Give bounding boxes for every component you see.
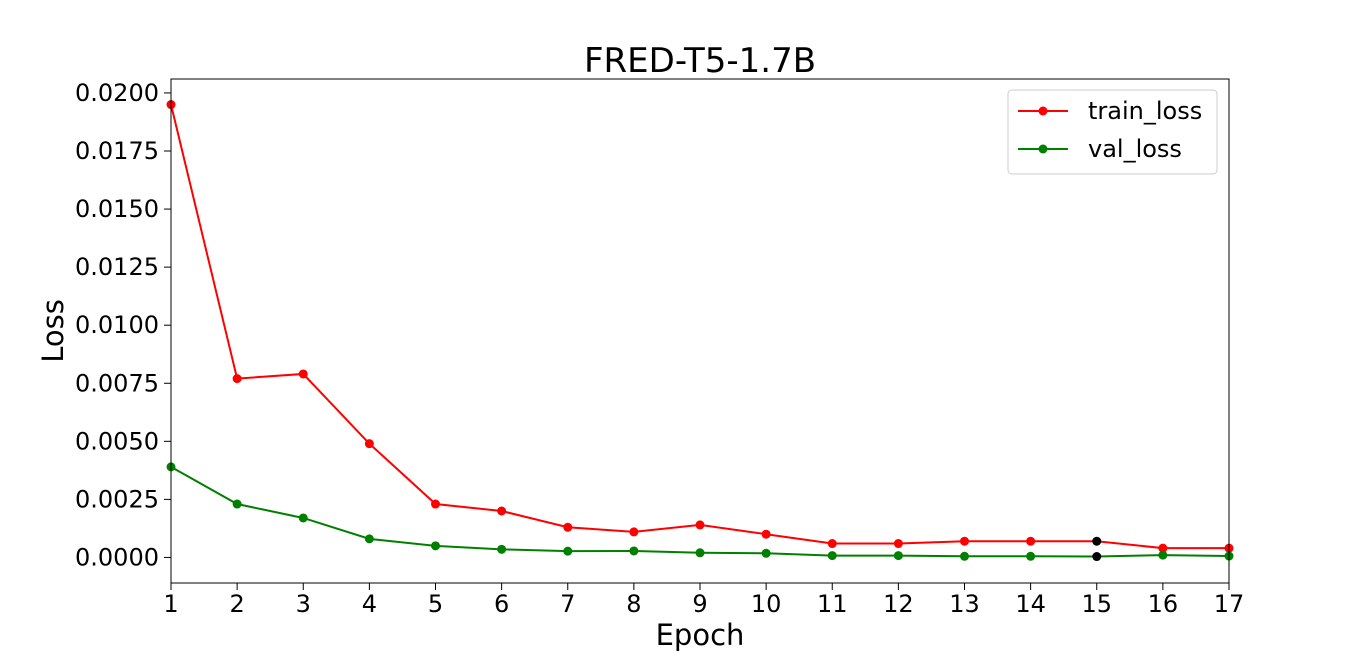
data-point bbox=[364, 534, 374, 544]
series-line bbox=[170, 465, 1230, 558]
data-point bbox=[431, 541, 440, 551]
data-point bbox=[893, 539, 903, 549]
data-point bbox=[960, 536, 969, 546]
legend-swatch-marker bbox=[1038, 106, 1048, 116]
data-point bbox=[1026, 536, 1036, 546]
x-tick-label: 11 bbox=[817, 590, 848, 618]
plot-frame bbox=[170, 78, 1230, 584]
data-point bbox=[563, 546, 573, 556]
data-point bbox=[1092, 552, 1102, 562]
data-point bbox=[431, 499, 440, 509]
data-point bbox=[497, 506, 507, 516]
x-axis-label: Epoch bbox=[656, 618, 745, 652]
legend-label: val_loss bbox=[1088, 135, 1182, 163]
data-point bbox=[497, 544, 507, 554]
data-point bbox=[232, 374, 242, 384]
x-tick-label: 8 bbox=[626, 590, 641, 618]
data-point bbox=[827, 539, 837, 549]
y-tick-label: 0.0000 bbox=[75, 543, 159, 571]
y-axis-ticks: 0.0000 0.0025 0.0050 0.0075 0.0100 0.0125 0.01… bbox=[75, 79, 171, 571]
data-point bbox=[695, 520, 705, 530]
data-point bbox=[298, 369, 308, 379]
series-layer bbox=[166, 100, 1234, 562]
chart-title: FRED-T5-1.7B bbox=[584, 41, 816, 81]
x-tick-label: 13 bbox=[949, 590, 980, 618]
x-tick-label: 17 bbox=[1214, 590, 1245, 618]
x-tick-label: 3 bbox=[296, 590, 311, 618]
data-point bbox=[827, 551, 837, 561]
series-val-loss bbox=[166, 462, 1234, 562]
x-tick-label: 2 bbox=[229, 590, 244, 618]
series-train-loss bbox=[166, 100, 1234, 553]
data-point bbox=[1158, 550, 1168, 560]
y-tick-label: 0.0025 bbox=[75, 485, 159, 513]
data-point bbox=[761, 529, 771, 539]
x-tick-label: 1 bbox=[163, 590, 178, 618]
data-point bbox=[629, 527, 639, 537]
data-point bbox=[1158, 543, 1168, 553]
data-point bbox=[563, 522, 573, 532]
x-tick-label: 12 bbox=[883, 590, 914, 618]
data-point bbox=[695, 548, 705, 558]
y-tick-label: 0.0175 bbox=[75, 137, 159, 165]
data-point bbox=[1026, 551, 1036, 561]
legend-label: train_loss bbox=[1088, 97, 1202, 125]
y-tick-label: 0.0200 bbox=[75, 79, 159, 107]
x-tick-label: 4 bbox=[362, 590, 377, 618]
x-axis-ticks: 1 2 3 4 5 6 7 8 9 10 11 12 13 14 15 16 17 bbox=[163, 583, 1244, 618]
data-point bbox=[1092, 536, 1102, 546]
y-tick-label: 0.0100 bbox=[75, 311, 159, 339]
data-point bbox=[629, 546, 639, 556]
legend-item: val_loss bbox=[1018, 135, 1182, 163]
data-point bbox=[761, 548, 771, 558]
y-tick-label: 0.0075 bbox=[75, 369, 159, 397]
x-tick-label: 9 bbox=[692, 590, 707, 618]
y-tick-label: 0.0150 bbox=[75, 195, 159, 223]
x-tick-label: 10 bbox=[751, 590, 782, 618]
legend-item: train_loss bbox=[1018, 97, 1202, 125]
data-point bbox=[364, 439, 374, 449]
data-point bbox=[960, 551, 969, 561]
legend-swatch-marker bbox=[1038, 144, 1048, 154]
x-tick-label: 14 bbox=[1015, 590, 1046, 618]
x-tick-label: 7 bbox=[560, 590, 575, 618]
x-tick-label: 16 bbox=[1148, 590, 1179, 618]
data-point bbox=[298, 513, 308, 523]
data-point bbox=[232, 499, 242, 509]
data-point bbox=[893, 551, 903, 561]
x-tick-label: 6 bbox=[494, 590, 509, 618]
y-tick-label: 0.0050 bbox=[75, 427, 159, 455]
y-axis-label: Loss bbox=[36, 299, 70, 363]
x-tick-label: 15 bbox=[1081, 590, 1112, 618]
legend: train_loss val_loss bbox=[1007, 89, 1218, 175]
x-tick-label: 5 bbox=[428, 590, 443, 618]
y-tick-label: 0.0125 bbox=[75, 253, 159, 281]
